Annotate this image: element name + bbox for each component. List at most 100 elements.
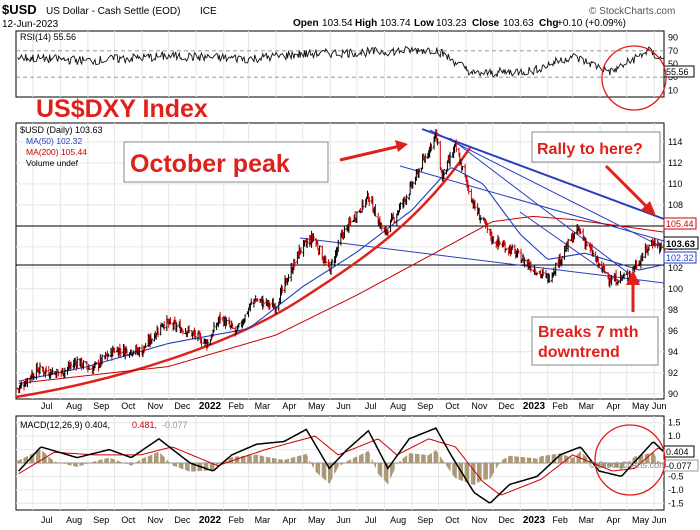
price-bar — [94, 362, 98, 365]
x-tick-label: 2022 — [199, 515, 222, 526]
watermark-top: © StockCharts.com — [589, 6, 675, 17]
price-bar — [51, 367, 54, 375]
x-tick-label: Nov — [471, 401, 488, 411]
x-tick-label: Jun — [336, 515, 351, 525]
price-bar — [184, 328, 187, 335]
price-bar — [131, 349, 135, 356]
price-bar — [399, 202, 402, 210]
price-bar — [293, 259, 296, 267]
x-tick-label: Aug — [390, 515, 406, 525]
macd-badge: 0.404 — [666, 447, 689, 457]
x-tick-label: Dec — [174, 515, 191, 525]
rally-arrow — [604, 164, 650, 210]
axis-layer: Jul Jul Aug Aug Sep Sep Oct Oct Nov Nov Dec Dec 2022… — [41, 33, 684, 526]
price-bar — [181, 329, 185, 335]
x-tick-label: Apr — [606, 515, 620, 525]
macd-tick-label: -1.5 — [668, 498, 684, 508]
x-tick-label: Mar — [255, 515, 271, 525]
price-bar — [386, 229, 390, 237]
x-tick-label: Mar — [255, 401, 271, 411]
price-bar — [268, 302, 272, 310]
price-bar — [619, 271, 622, 284]
x-tick-label: Mar — [579, 515, 595, 525]
close-value: 103.63 — [503, 18, 534, 29]
price-bar — [511, 244, 514, 251]
price-bar — [20, 381, 23, 389]
x-tick-label: May — [632, 401, 650, 411]
price-bar — [585, 240, 588, 247]
chg-value: +0.10 (+0.09%) — [557, 18, 626, 29]
price-bar — [165, 315, 169, 331]
price-bar — [200, 337, 203, 347]
price-tick-label: 110 — [668, 179, 682, 189]
exchange: ICE — [200, 6, 217, 17]
price-bar — [486, 222, 489, 234]
macd-tick-label: -1.0 — [668, 485, 684, 495]
price-bar — [225, 317, 228, 326]
price-bar — [566, 238, 570, 252]
breaks-label-line2: downtrend — [538, 344, 620, 361]
price-bar — [463, 163, 467, 178]
ma200-layer — [18, 215, 664, 384]
macd-label-main: MACD(12,26,9) 0.404, — [20, 420, 110, 430]
price-bar — [595, 256, 598, 264]
x-tick-label: Dec — [174, 401, 191, 411]
macd-signal-line — [18, 435, 664, 496]
price-bar — [604, 272, 607, 274]
main-downtrend-line — [421, 128, 665, 220]
price-bar — [379, 222, 383, 229]
price-bar — [523, 257, 526, 268]
x-tick-label: Apr — [606, 401, 620, 411]
x-tick-label: Sep — [93, 401, 109, 411]
price-bar — [392, 217, 396, 224]
price-bar — [266, 299, 270, 308]
price-bar — [424, 153, 427, 164]
price-bar — [247, 308, 250, 318]
price-bar — [535, 272, 539, 275]
price-tick-label: 108 — [668, 200, 683, 210]
x-tick-label: Nov — [147, 401, 164, 411]
x-tick-label: Feb — [228, 515, 244, 525]
price-bar — [579, 228, 582, 235]
price-bar — [349, 217, 352, 227]
price-tick-label: 94 — [668, 347, 678, 357]
price-bar — [163, 321, 166, 331]
price-bar — [598, 263, 601, 267]
x-tick-label: Dec — [498, 401, 515, 411]
hist-badge: -0.077 — [666, 461, 692, 471]
price-bar — [616, 279, 620, 286]
price-bar — [262, 300, 265, 308]
price-bar — [243, 314, 247, 323]
x-tick-label: Oct — [445, 515, 460, 525]
x-tick-label: Apr — [282, 401, 296, 411]
price-tick-label: 114 — [668, 137, 682, 147]
rsi-layer — [17, 45, 665, 78]
price-bar — [430, 143, 433, 152]
october-peak-box — [123, 141, 329, 183]
x-tick-label: Jul — [41, 401, 53, 411]
rsi-line — [17, 45, 665, 78]
price-bar — [504, 248, 508, 251]
x-tick-label: Sep — [93, 515, 109, 525]
price-bar — [337, 239, 340, 253]
open-label: Open — [293, 18, 319, 29]
chart-date: 12-Jun-2023 — [2, 19, 59, 30]
low-value: 103.23 — [436, 18, 467, 29]
price-bar — [156, 327, 160, 338]
price-bar — [38, 362, 42, 375]
x-tick-label: Jun — [336, 401, 351, 411]
price-bar — [417, 167, 421, 179]
price-bar — [312, 233, 315, 242]
price-bar — [573, 232, 576, 240]
price-tick-label: 100 — [668, 284, 683, 294]
x-tick-label: May — [308, 515, 326, 525]
x-tick-label: Sep — [417, 515, 433, 525]
x-tick-label: Jul — [41, 515, 53, 525]
ma50-badge: 102.32 — [666, 253, 694, 263]
x-tick-label: May — [308, 401, 326, 411]
price-bar — [330, 258, 334, 265]
rsi-tick-label: 10 — [668, 85, 678, 95]
macd-tick-label: 1.0 — [668, 431, 681, 441]
price-bar — [206, 339, 209, 349]
